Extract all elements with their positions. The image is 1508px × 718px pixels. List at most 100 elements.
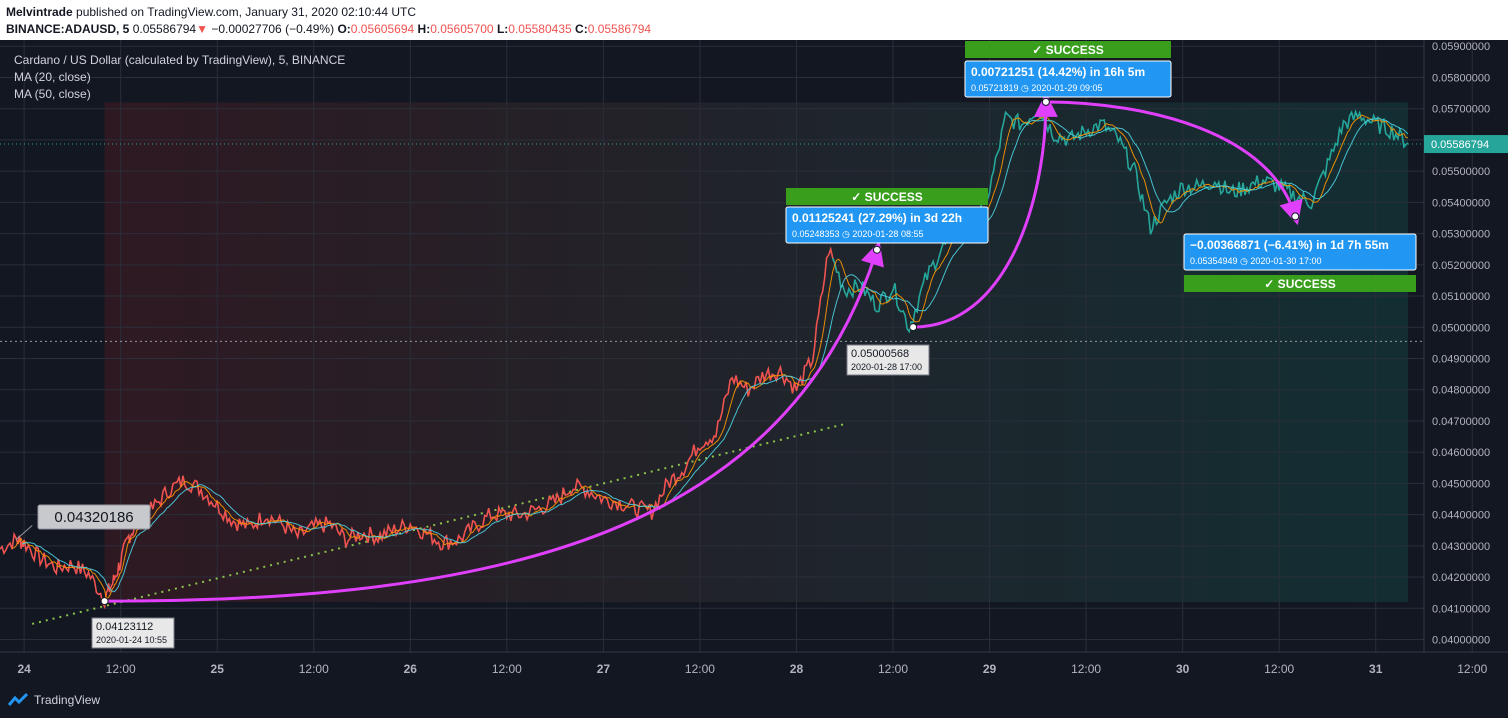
low-price-label-box	[37, 504, 151, 530]
price-tick-label: 0.04400000	[1432, 510, 1490, 522]
time-tick-label: 25	[211, 662, 225, 676]
success-banner-1-box	[786, 188, 988, 205]
anchor-point	[1291, 212, 1300, 221]
arc-rise-2	[913, 92, 1058, 329]
price-chart[interactable]: 0.04320186 0.04123112 2020-01-24 10:55 0.05…	[0, 40, 1508, 682]
measure-callout-2-line1: 0.00721251 (14.42%) in 16h 5m	[971, 65, 1145, 79]
low-label-pointer	[15, 525, 33, 540]
open-label: O:	[337, 22, 351, 36]
annotations: 0.04320186 0.04123112 2020-01-24 10:55 0.05…	[15, 41, 1417, 649]
tradingview-brand[interactable]: TradingView	[34, 693, 101, 707]
measure-callout-3-line1: −0.00366871 (−6.41%) in 1d 7h 55m	[1190, 238, 1389, 252]
measure-arcs	[104, 92, 1303, 603]
time-tick-label: 12:00	[299, 662, 329, 676]
time-tick-label: 29	[983, 662, 997, 676]
price-tick-label: 0.05800000	[1432, 72, 1490, 84]
measure-callout-1-line1: 0.01125241 (27.29%) in 3d 22h	[792, 211, 962, 225]
time-tick-label: 26	[404, 662, 418, 676]
price-tick-label: 0.04000000	[1432, 635, 1490, 647]
symbol-label: BINANCE:ADAUSD, 5	[6, 22, 130, 36]
price-tick-label: 0.05900000	[1432, 41, 1490, 53]
success-banner-2-text: ✓ SUCCESS	[1032, 43, 1103, 57]
price-tick-label: 0.04300000	[1432, 541, 1490, 553]
ma20-line	[12, 114, 1409, 599]
ma20-legend[interactable]: MA (20, close)	[14, 70, 91, 84]
arc-rise-1	[104, 241, 884, 603]
price-tick-label: 0.04800000	[1432, 385, 1490, 397]
time-tick-label: 12:00	[878, 662, 908, 676]
anchor-point	[1041, 97, 1050, 106]
measure-box-fill	[104, 102, 1408, 603]
author-name[interactable]: Melvintrade	[6, 5, 73, 19]
price-tick-label: 0.05400000	[1432, 197, 1490, 209]
measure-callout-2-box	[964, 60, 1172, 98]
price-tick-label: 0.04900000	[1432, 353, 1490, 365]
price-tick-label: 0.05700000	[1432, 104, 1490, 116]
measure-callout-1-box	[785, 206, 989, 244]
price-change: −0.00027706 (−0.49%)	[211, 22, 335, 36]
point-a-label-date: 2020-01-24 10:55	[96, 635, 167, 645]
published-text: published on TradingView.com, January 31…	[76, 5, 417, 19]
price-tick-label: 0.04100000	[1432, 603, 1490, 615]
anchor-point	[872, 245, 881, 254]
open-value: 0.05605694	[350, 22, 415, 36]
time-tick-label: 12:00	[492, 662, 522, 676]
price-tick-label: 0.04600000	[1432, 447, 1490, 459]
last-price-value: 0.05586794	[132, 22, 197, 36]
ma50-line	[21, 117, 1409, 593]
success-banner-1-text: ✓ SUCCESS	[851, 190, 922, 204]
time-tick-label: 31	[1369, 662, 1383, 676]
success-banner-2-box	[965, 41, 1171, 58]
time-tick-label: 28	[790, 662, 804, 676]
point-a-label-value: 0.04123112	[96, 621, 153, 633]
point-b-label-box	[846, 344, 930, 376]
high-label: H:	[417, 22, 431, 36]
publish-line: Melvintrade published on TradingView.com…	[6, 5, 416, 19]
price-line-up	[831, 108, 1409, 334]
down-arrow-icon: ▼	[196, 22, 208, 36]
time-tick-label: 27	[597, 662, 611, 676]
low-price-label: 0.04320186	[54, 509, 133, 526]
tradingview-logo-icon[interactable]	[8, 692, 30, 708]
success-banner-3-text: ✓ SUCCESS	[1264, 277, 1335, 291]
ma50-legend[interactable]: MA (50, close)	[14, 87, 91, 101]
chart-legend-title: Cardano / US Dollar (calculated by Tradi…	[14, 53, 345, 67]
time-tick-label: 12:00	[1071, 662, 1101, 676]
anchor-point	[100, 597, 109, 606]
close-label: C:	[575, 22, 588, 36]
quote-line: BINANCE:ADAUSD, 5 0.05586794▼ −0.0002770…	[6, 22, 651, 36]
low-label: L:	[496, 22, 509, 36]
last-price-tag	[1424, 135, 1508, 154]
success-banner-3-box	[1184, 275, 1416, 292]
arc-drop	[1045, 100, 1303, 226]
price-axis[interactable]: 0.059000000.058000000.057000000.05600000…	[1423, 40, 1508, 652]
price-tick-label: 0.05200000	[1432, 260, 1490, 272]
footer: TradingView	[0, 682, 1508, 718]
measure-callout-2-line2: 0.05721819 ◷ 2020-01-29 09:05	[971, 83, 1102, 93]
price-tick-label: 0.05100000	[1432, 291, 1490, 303]
point-a-label-box	[91, 617, 175, 649]
time-tick-label: 12:00	[1457, 662, 1487, 676]
time-tick-label: 24	[17, 662, 31, 676]
publish-header: Melvintrade published on TradingView.com…	[0, 0, 1508, 40]
anchor-point	[909, 323, 918, 332]
time-tick-label: 12:00	[1264, 662, 1294, 676]
time-tick-label: 12:00	[106, 662, 136, 676]
price-tick-label: 0.04200000	[1432, 572, 1490, 584]
last-price-tag-text: 0.05586794	[1431, 139, 1489, 151]
point-b-label-value: 0.05000568	[851, 348, 909, 360]
price-tick-label: 0.04700000	[1432, 416, 1490, 428]
time-axis[interactable]: 24 12:00 25 12:00 26 12:00 27 12:00 28 12:00 29 12:…	[0, 651, 1508, 676]
close-value: 0.05586794	[587, 22, 652, 36]
measure-callout-3-line2: 0.05354949 ◷ 2020-01-30 17:00	[1190, 256, 1321, 266]
price-tick-label: 0.05300000	[1432, 229, 1490, 241]
measure-callout-3-box	[1183, 233, 1417, 271]
time-tick-label: 12:00	[685, 662, 715, 676]
point-b-label-date: 2020-01-28 17:00	[851, 362, 922, 372]
measure-callout-1-line2: 0.05248353 ◷ 2020-01-28 08:55	[792, 229, 923, 239]
low-value: 0.05580435	[508, 22, 572, 36]
price-tick-label: 0.05000000	[1432, 322, 1490, 334]
high-value: 0.05605700	[430, 22, 494, 36]
time-tick-label: 30	[1176, 662, 1190, 676]
price-series	[0, 108, 1409, 610]
